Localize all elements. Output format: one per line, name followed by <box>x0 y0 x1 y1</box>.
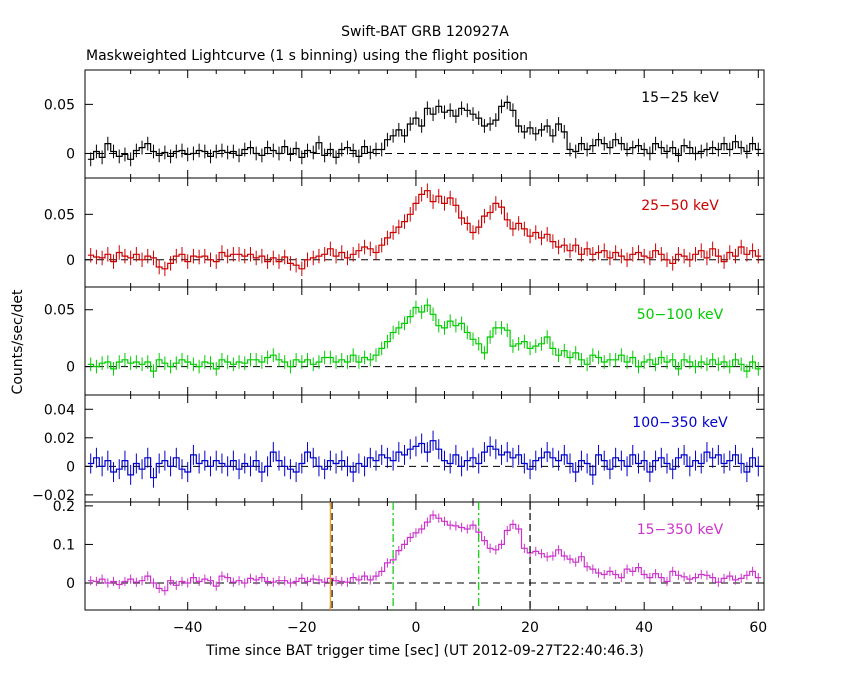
panel-1: 0 0.05 15−25 keV <box>44 69 765 179</box>
y-tick-label: 0 <box>66 576 75 592</box>
panel-frame <box>84 501 765 611</box>
x-tick-label: 40 <box>635 620 653 636</box>
lightcurve-series <box>87 514 762 592</box>
band-label: 25−50 keV <box>641 198 719 214</box>
panel-frame <box>84 286 765 396</box>
y-tick-label: 0 <box>66 360 75 376</box>
y-tick-label: 0 <box>66 459 75 475</box>
lightcurve-series <box>87 101 762 160</box>
y-tick-label: 0.05 <box>44 207 75 223</box>
x-tick-label: 0 <box>411 620 420 636</box>
x-axis-label: Time since BAT trigger time [sec] (UT 20… <box>205 643 644 659</box>
band-label: 100−350 keV <box>632 415 728 431</box>
y-tick-label: 0 <box>66 146 75 162</box>
x-tick-label: −40 <box>173 620 203 636</box>
band-label: 15−25 keV <box>641 90 719 106</box>
chart-subtitle: Maskweighted Lightcurve (1 s binning) us… <box>86 48 528 64</box>
y-tick-label: 0.05 <box>44 303 75 319</box>
lightcurve-series <box>87 440 762 479</box>
x-tick-label: −20 <box>287 620 317 636</box>
y-tick-label: 0.1 <box>53 537 75 553</box>
y-tick-label: 0.02 <box>44 431 75 447</box>
y-tick-label: −0.02 <box>32 488 75 504</box>
band-label: 50−100 keV <box>637 307 724 323</box>
y-tick-label: 0.05 <box>44 97 75 113</box>
panel-2: 0 0.05 25−50 keV <box>44 177 765 288</box>
panel-3: 0 0.05 50−100 keV <box>44 286 765 396</box>
y-tick-label: 0.04 <box>44 402 75 418</box>
panels-group: 0 0.05 15−25 keV 0 0.05 25−50 keV 0 0.05 50−100 … <box>32 69 767 636</box>
lightcurve-series <box>87 190 762 270</box>
y-axis-label: Counts/sec/det <box>10 289 26 394</box>
panel-5: 0 0.1 0.2 15−350 keV −40 −20 0 20 40 60 <box>53 499 767 636</box>
y-tick-label: 0 <box>66 253 75 269</box>
lightcurve-series <box>87 304 762 372</box>
panel-4: −0.02 0 0.02 0.04 100−350 keV <box>32 394 765 504</box>
y-tick-label: 0.2 <box>53 499 75 515</box>
x-tick-label: 20 <box>521 620 539 636</box>
x-tick-label: 60 <box>749 620 767 636</box>
band-label: 15−350 keV <box>637 522 724 538</box>
chart-title: Swift-BAT GRB 120927A <box>341 24 509 40</box>
